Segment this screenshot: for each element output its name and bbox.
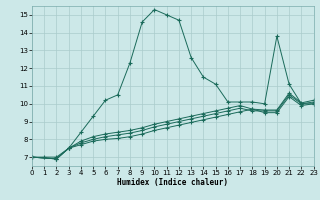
X-axis label: Humidex (Indice chaleur): Humidex (Indice chaleur) [117,178,228,187]
